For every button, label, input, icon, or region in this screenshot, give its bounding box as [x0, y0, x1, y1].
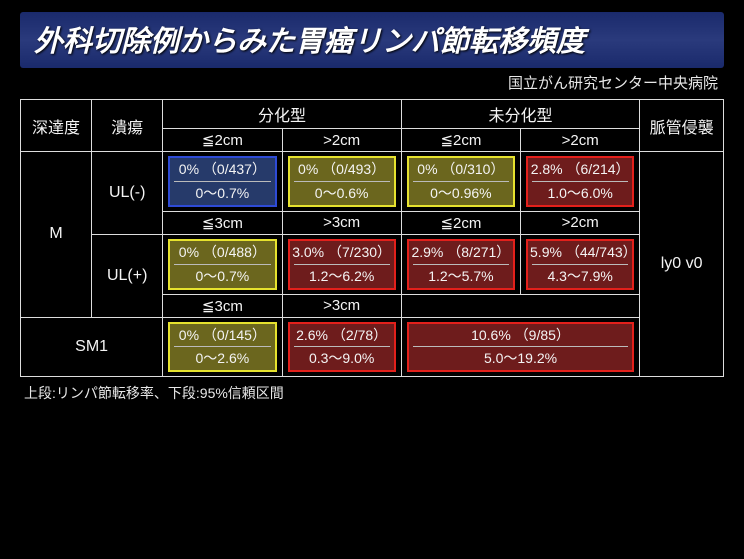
size-le3-a: ≦3cm: [163, 211, 282, 234]
val-top: 0% （0/488）: [172, 243, 272, 262]
cell-r3c2: 2.6% （2/78） 0.3～9.0%: [282, 317, 401, 377]
val-bot: 1.0～6.0%: [530, 184, 630, 203]
cell-r1c2: 0% （0/493） 0～0.6%: [282, 152, 401, 212]
box-r2c2: 3.0% （7/230） 1.2～6.2%: [288, 239, 396, 290]
val-bot: 0～0.6%: [292, 184, 392, 203]
val-bot: 1.2～6.2%: [292, 267, 392, 286]
divider: [532, 181, 628, 182]
val-bot: 0～0.96%: [411, 184, 511, 203]
size-gt2-b: >2cm: [521, 129, 640, 152]
divider: [294, 264, 390, 265]
lyv-value: ly0 v0: [640, 152, 724, 377]
box-r2c3: 2.9% （8/271） 1.2～5.7%: [407, 239, 515, 290]
footnote: 上段:リンパ節転移率、下段:95%信頼区間: [20, 383, 724, 403]
size-le2-c: ≦2cm: [401, 211, 520, 234]
slide-subtitle: 国立がん研究センター中央病院: [20, 72, 724, 93]
divider: [413, 181, 509, 182]
cell-r2c1: 0% （0/488） 0～0.7%: [163, 234, 282, 294]
size-le2-b: ≦2cm: [401, 129, 520, 152]
box-r1c4: 2.8% （6/214） 1.0～6.0%: [526, 156, 634, 207]
metastasis-table: 深達度 潰瘍 分化型 未分化型 脈管侵襲 ≦2cm >2cm ≦2cm >2cm…: [20, 99, 724, 377]
size-gt3-a: >3cm: [282, 211, 401, 234]
cell-r3c34: 10.6% （9/85） 5.0～19.2%: [401, 317, 640, 377]
cell-r3c1: 0% （0/145） 0～2.6%: [163, 317, 282, 377]
depth-sm1: SM1: [21, 317, 163, 377]
divider: [413, 264, 509, 265]
val-top: 2.6% （2/78）: [292, 326, 392, 345]
box-r1c2: 0% （0/493） 0～0.6%: [288, 156, 396, 207]
divider: [294, 181, 390, 182]
box-r2c1: 0% （0/488） 0～0.7%: [168, 239, 276, 290]
cell-r2c4: 5.9% （44/743） 4.3～7.9%: [521, 234, 640, 294]
val-bot: 0～0.7%: [172, 267, 272, 286]
box-r1c3: 0% （0/310） 0～0.96%: [407, 156, 515, 207]
val-bot: 4.3～7.9%: [530, 267, 630, 286]
divider: [294, 346, 390, 347]
val-bot: 0～0.7%: [172, 184, 272, 203]
val-bot: 5.0～19.2%: [411, 349, 631, 368]
cell-r2c3: 2.9% （8/271） 1.2～5.7%: [401, 234, 520, 294]
val-top: 5.9% （44/743）: [530, 243, 630, 262]
divider: [174, 264, 270, 265]
header-row-1: 深達度 潰瘍 分化型 未分化型 脈管侵襲: [21, 100, 724, 129]
val-bot: 0.3～9.0%: [292, 349, 392, 368]
divider: [413, 346, 629, 347]
val-top: 2.9% （8/271）: [411, 243, 511, 262]
hdr-depth: 深達度: [21, 100, 92, 152]
slide: 外科切除例からみた胃癌リンパ節転移頻度 国立がん研究センター中央病院 深達度 潰…: [0, 0, 744, 559]
val-top: 2.8% （6/214）: [530, 160, 630, 179]
ulcer-neg: UL(-): [92, 152, 163, 235]
size-le2-a: ≦2cm: [163, 129, 282, 152]
box-r3c1: 0% （0/145） 0～2.6%: [168, 322, 276, 373]
val-top: 0% （0/437）: [172, 160, 272, 179]
cell-r2c2: 3.0% （7/230） 1.2～6.2%: [282, 234, 401, 294]
val-top: 0% （0/145）: [172, 326, 272, 345]
val-top: 3.0% （7/230）: [292, 243, 392, 262]
cell-r1c3: 0% （0/310） 0～0.96%: [401, 152, 520, 212]
divider: [532, 264, 628, 265]
row-m-ulneg: M UL(-) 0% （0/437） 0～0.7% 0% （0/493） 0～0…: [21, 152, 724, 212]
box-r1c1: 0% （0/437） 0～0.7%: [168, 156, 276, 207]
val-bot: 0～2.6%: [172, 349, 272, 368]
size-le3-b: ≦3cm: [163, 294, 282, 317]
val-top: 0% （0/493）: [292, 160, 392, 179]
size-blank: [401, 294, 640, 317]
val-top: 0% （0/310）: [411, 160, 511, 179]
val-top: 10.6% （9/85）: [411, 326, 631, 345]
cell-r1c4: 2.8% （6/214） 1.0～6.0%: [521, 152, 640, 212]
ulcer-pos: UL(+): [92, 234, 163, 317]
size-gt3-b: >3cm: [282, 294, 401, 317]
box-r2c4: 5.9% （44/743） 4.3～7.9%: [526, 239, 634, 290]
hdr-undiff: 未分化型: [401, 100, 640, 129]
slide-title: 外科切除例からみた胃癌リンパ節転移頻度: [20, 12, 724, 68]
cell-r1c1: 0% （0/437） 0～0.7%: [163, 152, 282, 212]
size-gt2-c: >2cm: [521, 211, 640, 234]
divider: [174, 346, 270, 347]
divider: [174, 181, 270, 182]
hdr-diff: 分化型: [163, 100, 402, 129]
size-gt2-a: >2cm: [282, 129, 401, 152]
row-m-ulpos: UL(+) 0% （0/488） 0～0.7% 3.0% （7/230） 1.2…: [21, 234, 724, 294]
val-bot: 1.2～5.7%: [411, 267, 511, 286]
row-sm1: SM1 0% （0/145） 0～2.6% 2.6% （2/78） 0.3～9.…: [21, 317, 724, 377]
hdr-ulcer: 潰瘍: [92, 100, 163, 152]
hdr-lyv: 脈管侵襲: [640, 100, 724, 152]
depth-m: M: [21, 152, 92, 318]
box-r3c2: 2.6% （2/78） 0.3～9.0%: [288, 322, 396, 373]
box-r3c34: 10.6% （9/85） 5.0～19.2%: [407, 322, 635, 373]
